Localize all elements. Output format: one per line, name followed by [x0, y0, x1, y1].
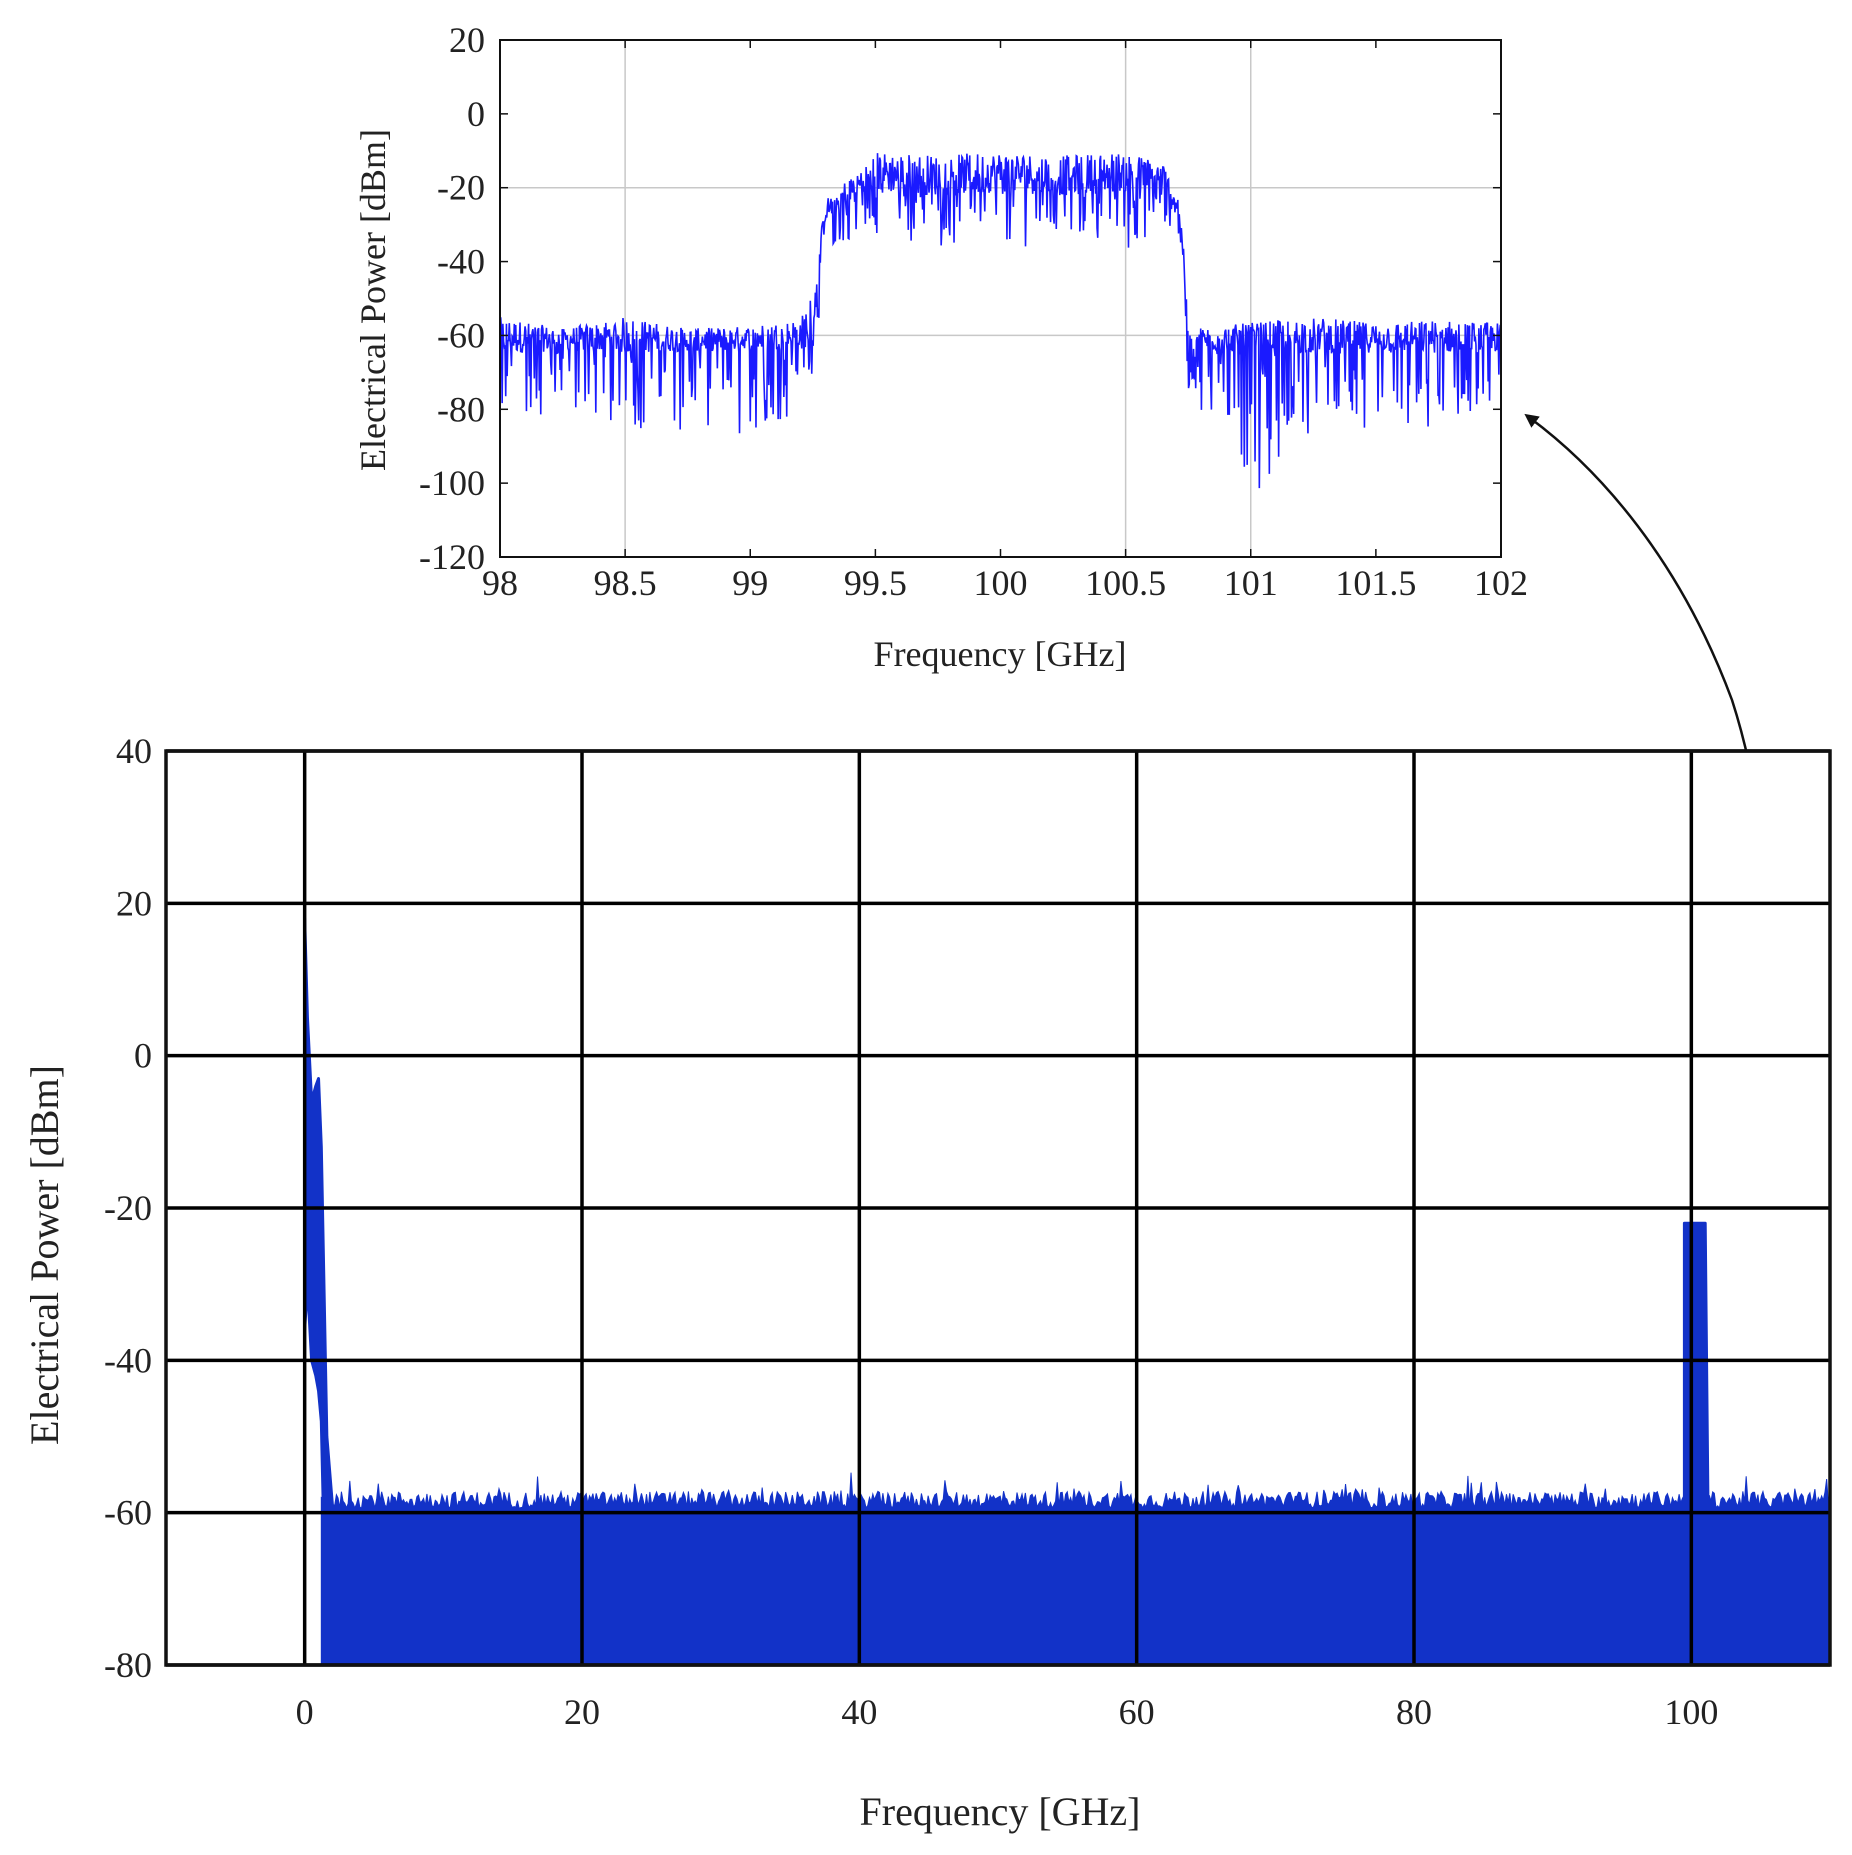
main-100ghz-signal [1682, 1221, 1710, 1665]
inset-x-tick-label: 98.5 [594, 563, 657, 603]
inset-x-tick-label: 100.5 [1085, 563, 1166, 603]
inset-x-tick-label: 101 [1224, 563, 1278, 603]
inset-x-tick-label: 102 [1474, 563, 1528, 603]
main-y-tick-labels: 40 20 0 -20 -40 -60 -80 [104, 731, 152, 1685]
main-x-tick-label: 0 [296, 1692, 314, 1732]
main-x-tick-label: 40 [841, 1692, 877, 1732]
inset-x-tick-label: 99 [732, 563, 768, 603]
main-y-tick-label: -80 [104, 1645, 152, 1685]
main-y-tick-label: -20 [104, 1188, 152, 1228]
inset-y-tick-label: -20 [437, 168, 485, 208]
inset-y-tick-label: -100 [419, 463, 485, 503]
inset-y-tick-label: 20 [449, 20, 485, 60]
inset-x-tick-label: 101.5 [1335, 563, 1416, 603]
main-y-tick-label: 20 [116, 883, 152, 923]
inset-x-tick-label: 98 [482, 563, 518, 603]
main-y-tick-label: -40 [104, 1340, 152, 1380]
inset-x-tick-labels: 98 98.5 99 99.5 100 100.5 101 101.5 102 [482, 563, 1528, 603]
inset-y-tick-label: -80 [437, 389, 485, 429]
main-x-tick-label: 20 [564, 1692, 600, 1732]
main-y-tick-label: -60 [104, 1493, 152, 1533]
main-baseband-signal [303, 917, 334, 1665]
main-x-tick-label: 60 [1119, 1692, 1155, 1732]
inset-series [500, 153, 1501, 489]
inset-y-tick-label: -40 [437, 242, 485, 282]
main-x-tick-labels: 0 20 40 60 80 100 [296, 1692, 1719, 1732]
main-y-tick-label: 40 [116, 731, 152, 771]
inset-y-tick-labels: 20 0 -20 -40 -60 -80 -100 -120 [419, 20, 485, 577]
main-noise-floor [320, 1472, 1830, 1665]
main-y-axis-label: Electrical Power [dBm] [22, 1065, 67, 1445]
main-y-tick-label: 0 [134, 1036, 152, 1076]
inset-spectrum-line [500, 153, 1501, 489]
inset-y-tick-label: -60 [437, 315, 485, 355]
main-x-axis-label: Frequency [GHz] [860, 1789, 1141, 1834]
inset-plot-area [500, 40, 1501, 557]
inset-ticks [499, 39, 1502, 558]
inset-x-tick-label: 99.5 [844, 563, 907, 603]
inset-y-tick-label: 0 [467, 94, 485, 134]
inset-y-axis-label: Electrical Power [dBm] [353, 129, 393, 471]
inset-x-tick-label: 100 [974, 563, 1028, 603]
main-x-tick-label: 100 [1664, 1692, 1718, 1732]
main-x-tick-label: 80 [1396, 1692, 1432, 1732]
main-series [303, 917, 1830, 1665]
inset-chart: 98 98.5 99 99.5 100 100.5 101 101.5 102 20 0 -20 -4… [353, 20, 1528, 674]
main-chart: 0 20 40 60 80 100 40 20 0 -20 -40 -60 -80 Frequency… [22, 731, 1832, 1834]
inset-x-axis-label: Frequency [GHz] [874, 634, 1127, 674]
inset-y-tick-label: -120 [419, 537, 485, 577]
main-axes-frame [164, 749, 1832, 1667]
